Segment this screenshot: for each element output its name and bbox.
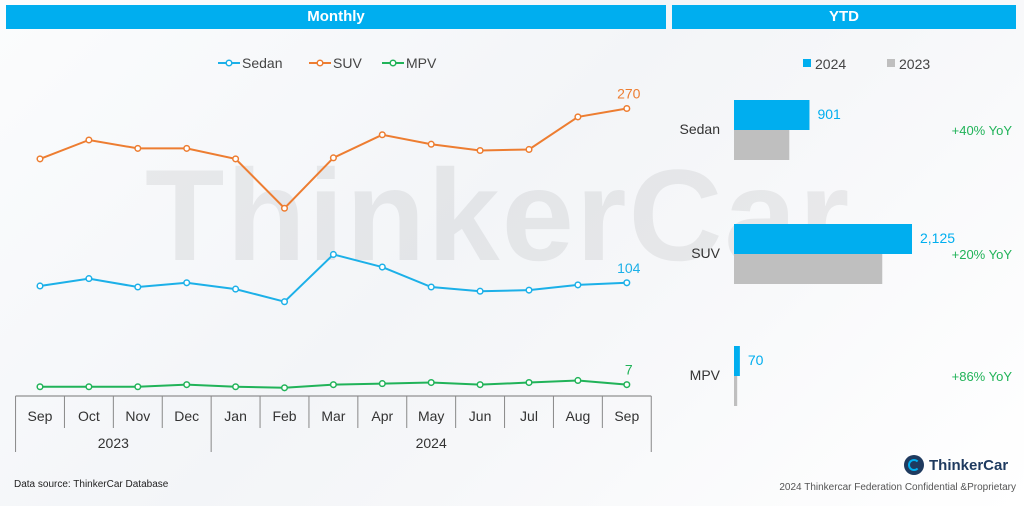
- category-label-suv: SUV: [691, 245, 720, 261]
- ytd-header: YTD: [672, 5, 1016, 29]
- bar-sedan-2023: [734, 130, 790, 160]
- x-tick-label: Feb: [272, 408, 296, 424]
- logo-text: ThinkerCar: [929, 456, 1009, 474]
- x-tick-label: May: [418, 408, 444, 424]
- data-point-sedan: [183, 279, 191, 287]
- data-point-mpv: [623, 381, 631, 389]
- data-point-suv: [183, 144, 191, 152]
- data-point-mpv: [329, 381, 337, 389]
- data-point-suv: [623, 104, 631, 113]
- legend-label-mpv: MPV: [406, 55, 437, 71]
- data-point-sedan: [329, 250, 337, 258]
- legend-label-suv: SUV: [333, 55, 362, 71]
- data-point-suv: [574, 113, 582, 121]
- legend-marker-mpv: [389, 59, 397, 67]
- data-point-sedan: [574, 281, 582, 289]
- data-point-mpv: [134, 383, 142, 391]
- bar-value-label-mpv: 70: [748, 352, 764, 368]
- x-tick-label: Oct: [78, 408, 100, 424]
- legend-marker-suv: [316, 59, 324, 67]
- bar-sedan-2024: [734, 100, 810, 130]
- x-tick-label: Sep: [614, 408, 639, 424]
- data-point-mpv: [183, 381, 191, 389]
- x-tick-label: Apr: [371, 408, 393, 424]
- data-point-sedan: [378, 263, 386, 271]
- legend-swatch-2024: [803, 59, 811, 67]
- data-label-sedan: 104: [617, 260, 641, 276]
- bar-value-label-suv: 2,125: [920, 230, 955, 246]
- legend-swatch-2023: [887, 59, 895, 67]
- data-point-suv: [329, 154, 337, 162]
- bar-mpv-2023: [734, 376, 738, 406]
- confidential-note: 2024 Thinkercar Federation Confidential …: [779, 482, 1016, 493]
- legend-item-mpv: MPV: [382, 55, 437, 71]
- legend-marker-sedan: [225, 59, 233, 67]
- year-group-label: 2023: [98, 435, 129, 451]
- data-point-sedan: [134, 283, 142, 291]
- data-point-suv: [280, 204, 289, 212]
- data-point-mpv: [574, 376, 582, 385]
- data-source-note: Data source: ThinkerCar Database: [14, 479, 169, 490]
- bar-suv-2023: [734, 254, 883, 284]
- data-point-mpv: [427, 379, 435, 387]
- data-point-sedan: [85, 275, 93, 283]
- data-point-suv: [85, 136, 93, 144]
- data-point-sedan: [476, 287, 484, 295]
- legend-item-sedan: Sedan: [218, 55, 282, 71]
- yoy-label-sedan: +40% YoY: [952, 123, 1013, 138]
- data-point-suv: [427, 140, 435, 148]
- data-point-mpv: [36, 383, 44, 391]
- bar-value-label-sedan: 901: [817, 106, 841, 122]
- data-point-mpv: [85, 383, 93, 391]
- x-tick-label: Jul: [520, 408, 538, 424]
- x-tick-label: Nov: [125, 408, 150, 424]
- category-label-sedan: Sedan: [680, 121, 720, 137]
- data-point-sedan: [232, 285, 240, 293]
- data-point-suv: [134, 144, 142, 152]
- data-point-mpv: [525, 379, 533, 387]
- x-tick-label: Sep: [28, 408, 53, 424]
- category-label-mpv: MPV: [690, 367, 721, 383]
- x-tick-label: Aug: [565, 408, 590, 424]
- monthly-header: Monthly: [6, 5, 666, 29]
- watermark: ThinkerCar: [145, 142, 852, 288]
- data-point-suv: [525, 145, 533, 153]
- data-point-suv: [378, 131, 386, 139]
- data-point-mpv: [378, 380, 386, 388]
- data-point-sedan: [36, 282, 44, 290]
- data-point-suv: [36, 155, 44, 163]
- logo-icon: [904, 455, 924, 475]
- legend-label-sedan: Sedan: [242, 55, 282, 71]
- bar-suv-2024: [734, 224, 912, 254]
- data-label-suv: 270: [617, 86, 641, 102]
- x-tick-label: Jun: [469, 408, 492, 424]
- x-tick-label: Dec: [174, 408, 199, 424]
- bar-mpv-2024: [734, 346, 740, 376]
- data-point-sedan: [280, 298, 289, 306]
- yoy-label-suv: +20% YoY: [952, 247, 1013, 262]
- data-point-suv: [476, 146, 484, 155]
- legend-label-2024: 2024: [815, 56, 846, 72]
- legend-item-suv: SUV: [309, 55, 362, 71]
- data-point-sedan: [623, 279, 631, 287]
- x-tick-label: Mar: [321, 408, 345, 424]
- legend-label-2023: 2023: [899, 56, 930, 72]
- data-point-sedan: [427, 283, 435, 291]
- data-point-mpv: [280, 384, 289, 392]
- data-label-mpv: 7: [625, 362, 633, 378]
- data-point-mpv: [476, 381, 484, 389]
- brand-logo: ThinkerCar: [904, 455, 1008, 475]
- data-point-mpv: [232, 383, 240, 391]
- yoy-label-mpv: +86% YoY: [952, 369, 1013, 384]
- x-tick-label: Jan: [224, 408, 247, 424]
- data-point-suv: [232, 155, 240, 163]
- year-group-label: 2024: [416, 435, 447, 451]
- data-point-sedan: [525, 286, 533, 294]
